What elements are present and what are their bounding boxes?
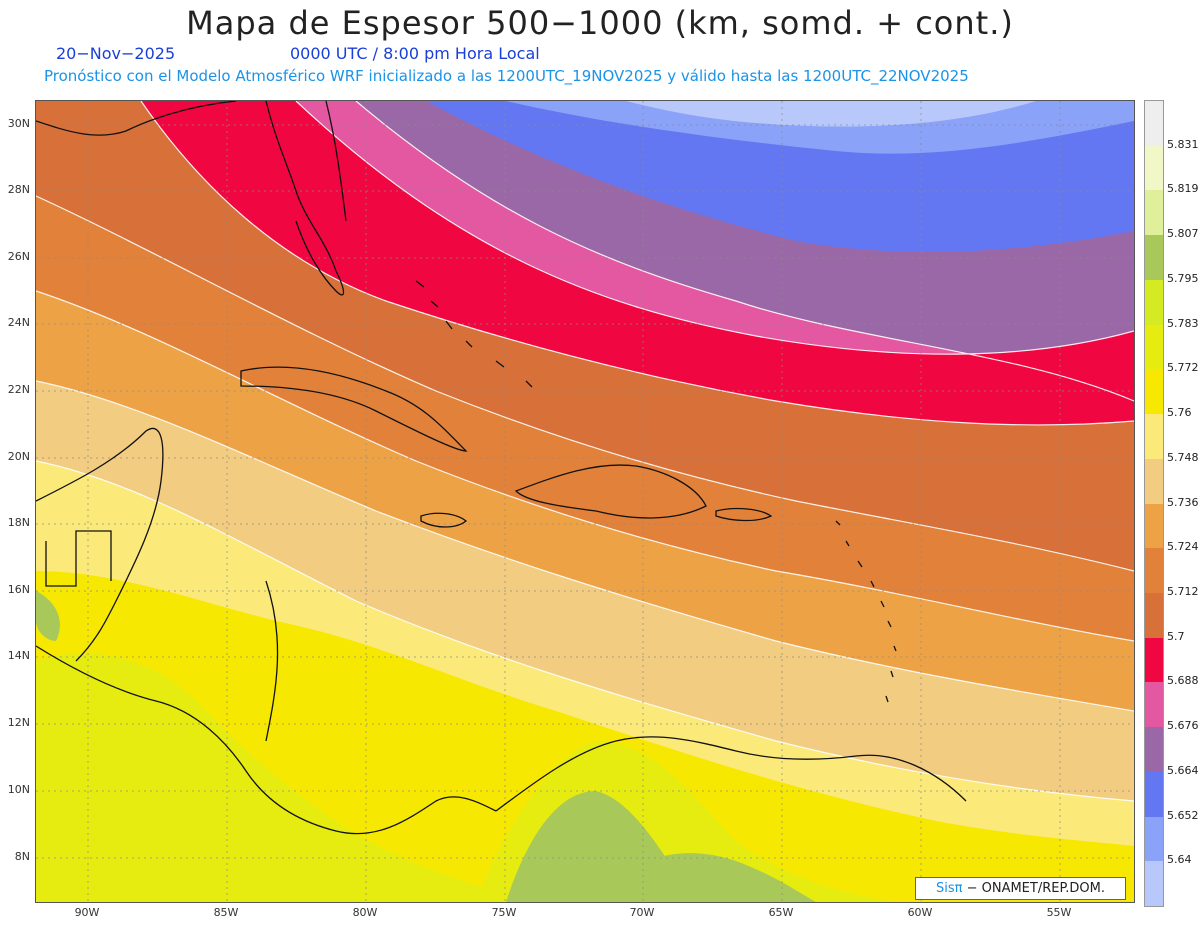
colorbar — [1144, 100, 1164, 907]
colorbar-segment — [1145, 414, 1163, 460]
org-label: − ONAMET/REP.DOM. — [966, 881, 1106, 896]
lon-label: 75W — [491, 906, 517, 919]
time-label: 0000 UTC / 8:00 pm Hora Local — [290, 44, 540, 63]
colorbar-segment — [1145, 816, 1163, 862]
colorbar-label: 5.819 — [1167, 182, 1199, 196]
lat-label: 20N — [7, 450, 30, 463]
colorbar-label: 5.76 — [1167, 406, 1192, 420]
lat-label: 8N — [14, 850, 30, 863]
lon-label: 55W — [1046, 906, 1072, 919]
colorbar-label: 5.7 — [1167, 629, 1185, 643]
map-canvas — [36, 101, 1134, 902]
lon-label: 90W — [74, 906, 100, 919]
lat-label: 22N — [7, 383, 30, 396]
colorbar-segment — [1145, 279, 1163, 326]
colorbar-segment — [1145, 861, 1163, 907]
colorbar-segment — [1145, 101, 1163, 147]
map-title: Mapa de Espesor 500−1000 (km, somd. + co… — [186, 4, 1014, 42]
lat-label: 16N — [7, 583, 30, 596]
colorbar-segment — [1145, 369, 1163, 415]
colorbar-label: 5.748 — [1167, 450, 1199, 464]
colorbar-label: 5.688 — [1167, 674, 1199, 688]
colorbar-label: 5.64 — [1167, 853, 1192, 867]
colorbar-segment — [1145, 548, 1163, 594]
thickness-map — [35, 100, 1135, 903]
lon-label: 70W — [629, 906, 655, 919]
colorbar-segment — [1145, 145, 1163, 191]
colorbar-label: 5.652 — [1167, 808, 1199, 822]
colorbar-label: 5.724 — [1167, 540, 1199, 554]
colorbar-label: 5.807 — [1167, 227, 1199, 241]
colorbar-segment — [1145, 235, 1163, 281]
sis-label: Sis — [935, 881, 955, 896]
colorbar-segment — [1145, 458, 1163, 504]
colorbar-label: 5.831 — [1167, 137, 1199, 151]
lat-label: 12N — [7, 716, 30, 729]
colorbar-label: 5.772 — [1167, 361, 1199, 375]
colorbar-segment — [1145, 682, 1163, 728]
lat-label: 14N — [7, 649, 30, 662]
credit-box: Sisπ − ONAMET/REP.DOM. — [915, 877, 1126, 900]
lat-label: 30N — [7, 117, 30, 130]
colorbar-segment — [1145, 503, 1163, 549]
colorbar-segment — [1145, 637, 1163, 683]
colorbar-label: 5.712 — [1167, 584, 1199, 598]
lat-label: 10N — [7, 783, 30, 796]
lon-label: 60W — [907, 906, 933, 919]
colorbar-label: 5.736 — [1167, 495, 1199, 509]
colorbar-segment — [1145, 771, 1163, 818]
colorbar-label: 5.783 — [1167, 316, 1199, 330]
colorbar-segment — [1145, 324, 1163, 370]
lat-label: 24N — [7, 316, 30, 329]
colorbar-segment — [1145, 592, 1163, 639]
lon-label: 65W — [768, 906, 794, 919]
colorbar-label: 5.664 — [1167, 763, 1199, 777]
date-label: 20−Nov−2025 — [56, 44, 176, 63]
lat-label: 18N — [7, 516, 30, 529]
lon-label: 85W — [213, 906, 239, 919]
pi-symbol: π — [954, 881, 963, 896]
lon-label: 80W — [352, 906, 378, 919]
colorbar-segment — [1145, 190, 1163, 236]
lat-label: 26N — [7, 250, 30, 263]
lat-label: 28N — [7, 183, 30, 196]
colorbar-segment — [1145, 727, 1163, 773]
colorbar-label: 5.795 — [1167, 271, 1199, 285]
colorbar-label: 5.676 — [1167, 719, 1199, 733]
forecast-info: Pronóstico con el Modelo Atmosférico WRF… — [44, 67, 969, 85]
